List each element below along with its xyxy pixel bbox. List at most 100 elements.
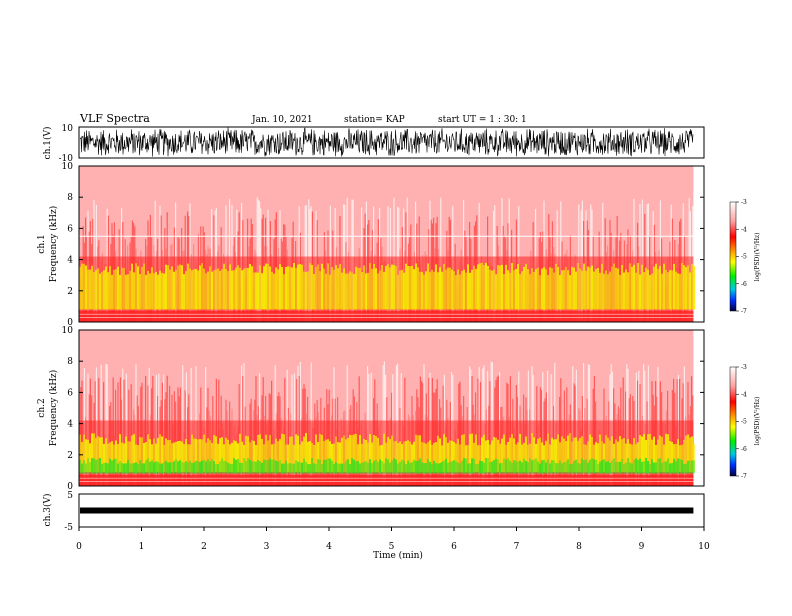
ch2-spectrogram-green-band: [121, 463, 123, 474]
ch1-spectrogram-yellow-band: [681, 262, 683, 310]
ch2-spectrogram-yellow-band: [183, 444, 185, 472]
ch1-spectrogram-yellow-band: [479, 263, 481, 310]
ch2-spectrogram-panel: 0 2 4 6 8 10 ch.2 Frequency (kHz): [37, 326, 705, 492]
ch1-spectrogram-yellow-band: [557, 267, 559, 310]
ch2-spectrogram-yellow-band: [137, 445, 139, 472]
ch2-spectrogram-yellow-band: [159, 434, 161, 472]
ch2-spectrogram-yellow-band: [511, 434, 513, 472]
ch2-spectrogram-green-band: [135, 462, 137, 474]
ch1-freq-tick-label: 6: [67, 224, 73, 234]
ch1-spectrogram-yellow-band: [683, 265, 685, 310]
ch2-spectrogram-green-band: [217, 464, 219, 474]
ch2-spectrogram-green-band: [139, 460, 141, 474]
ch2-spectrogram-green-band: [421, 462, 423, 474]
x-tick-label: 0: [76, 542, 82, 552]
ch2-spectrogram-yellow-band: [195, 439, 197, 472]
ch1-spectrogram-yellow-band: [151, 267, 153, 310]
ch2-spectrogram-green-band: [255, 461, 257, 474]
ch2-spectrogram-yellow-band: [145, 442, 147, 472]
ch2-spectrogram-green-band: [311, 458, 313, 474]
ch2-spectrogram-yellow-band: [141, 437, 143, 472]
ch2-spectrogram-green-band: [439, 463, 441, 474]
ch1-spectrogram-yellow-band: [417, 267, 419, 310]
ch1-spectrogram-yellow-band: [165, 264, 167, 310]
ch2-spectrogram-green-band: [667, 458, 669, 474]
ch2-spectrogram-green-band: [655, 462, 657, 474]
ch2-spectrogram-green-band: [387, 459, 389, 474]
ch2-spectrogram-green-band: [205, 461, 207, 474]
ch2-spectrogram-green-band: [673, 458, 675, 474]
ch1-spectrogram-yellow-band: [287, 266, 289, 310]
ch1-spectrogram-yellow-band: [195, 269, 197, 310]
ch1-spectrogram-yellow-band: [481, 262, 483, 310]
ch2-spectrogram-green-band: [561, 463, 563, 474]
ch1-spectrogram-yellow-band: [167, 265, 169, 310]
ch1-spectrogram-yellow-band: [99, 273, 101, 310]
ch2-spectrogram-yellow-band: [659, 435, 661, 472]
ch3-wave-ylabel: ch.3(V): [42, 494, 53, 527]
ch2-spectrogram-yellow-band: [391, 435, 393, 472]
ch2-spectrogram-green-band: [351, 458, 353, 474]
ch2-spectrogram-green-band: [481, 461, 483, 474]
ch2-spectrogram-yellow-band: [609, 440, 611, 472]
ch2-spectrogram-green-band: [241, 463, 243, 474]
ch1-spectrogram-yellow-band: [595, 268, 597, 310]
ch1-spectrogram-yellow-band: [455, 275, 457, 310]
ch1-spectrogram-yellow-band: [381, 265, 383, 310]
ch2-spectrogram-green-band: [623, 464, 625, 474]
ch2-spectrogram-yellow-band: [357, 444, 359, 472]
ch1-spectrogram-yellow-band: [503, 274, 505, 310]
ch2-spectrogram-green-band: [307, 464, 309, 474]
ch2-spectrogram-yellow-band: [567, 435, 569, 472]
ch2-freq-tick-label: 2: [67, 451, 73, 461]
ch2-spectrogram-green-band: [541, 460, 543, 474]
ch1-spectrogram-yellow-band: [279, 264, 281, 310]
ch1-spectrogram-yellow-band: [359, 267, 361, 310]
ch1-spectrogram-yellow-band: [247, 267, 249, 310]
ch2-spectrogram-green-band: [257, 460, 259, 474]
ch2-spectrogram-yellow-band: [341, 437, 343, 472]
ch2-spectrogram-green-band: [575, 459, 577, 474]
ch1-ytick-bottom: -10: [59, 154, 74, 164]
ch2-spectrogram-green-band: [285, 460, 287, 474]
ch1-spectrogram-yellow-band: [501, 264, 503, 310]
ch2-spectrogram-green-band: [327, 458, 329, 474]
ch2-spectrogram-yellow-band: [289, 436, 291, 472]
ch1-spectrogram-yellow-band: [231, 270, 233, 310]
ch2-spectrogram-green-band: [239, 462, 241, 474]
ch2-spectrogram-yellow-band: [99, 437, 101, 472]
ch2-spectrogram-green-band: [111, 460, 113, 474]
ch1-spectrogram-yellow-band: [343, 268, 345, 310]
ch2-spectrogram-yellow-band: [533, 437, 535, 472]
ch2-spectrogram-yellow-band: [79, 434, 81, 472]
colorbar-ch2-label: log(PSD)(V²/Hz): [754, 397, 761, 446]
ch2-spectrogram-green-band: [291, 463, 293, 474]
ch1-spectrogram-yellow-band: [199, 265, 201, 310]
ch1-spectrogram-yellow-band: [649, 275, 651, 310]
ch2-spectrogram-yellow-band: [643, 433, 645, 472]
ch2-spectrogram-yellow-band: [415, 434, 417, 472]
ch2-spectrogram-yellow-band: [661, 436, 663, 472]
ch1-spectrogram-yellow-band: [105, 266, 107, 310]
ch2-freq-tick-label: 8: [67, 357, 73, 367]
ch2-spectrogram-yellow-band: [649, 434, 651, 472]
ch1-spectrogram-yellow-band: [437, 272, 439, 310]
ch2-spectrogram-yellow-band: [623, 438, 625, 472]
ch2-spectrogram-green-band: [551, 460, 553, 474]
ch2-spectrogram-green-band: [651, 459, 653, 474]
ch1-spectrogram-yellow-band: [315, 267, 317, 310]
ch2-spectrogram-green-band: [143, 463, 145, 474]
ch2-spectrogram-green-band: [179, 460, 181, 474]
ch1-spectrogram-yellow-band: [559, 274, 561, 310]
ch2-spectrogram-yellow-band: [237, 443, 239, 472]
ch2-spectrogram-green-band: [661, 463, 663, 474]
colorbar-tick-label: -5: [741, 419, 747, 426]
ch2-spectrogram-yellow-band: [529, 443, 531, 472]
ch1-spectrogram-yellow-band: [155, 271, 157, 310]
ch1-spectrogram-yellow-band: [499, 265, 501, 310]
ch1-spectrogram-yellow-band: [471, 269, 473, 310]
ch2-spectrogram-yellow-band: [175, 441, 177, 472]
ch2-spectrogram-green-band: [649, 463, 651, 474]
ch2-spectrogram-yellow-band: [581, 436, 583, 472]
ch2-spectrogram-yellow-band: [125, 436, 127, 472]
